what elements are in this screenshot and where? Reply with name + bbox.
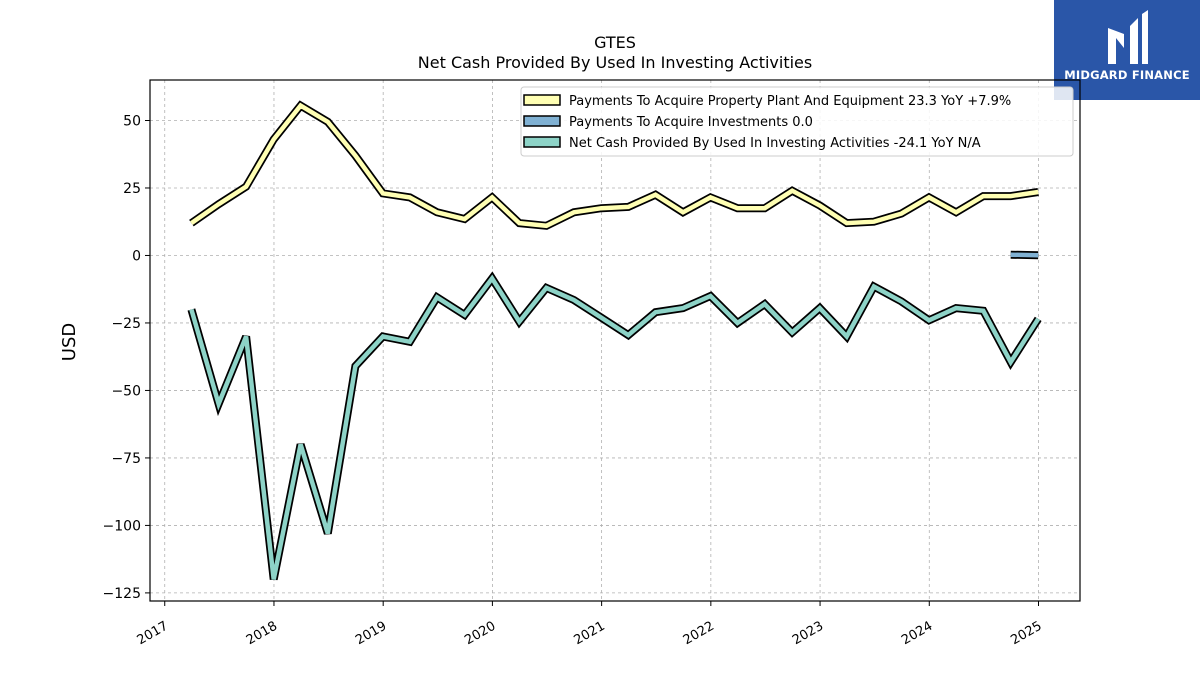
x-tick-label: 2025 — [1008, 619, 1044, 649]
legend-label: Net Cash Provided By Used In Investing A… — [569, 136, 981, 151]
legend-swatch — [523, 94, 561, 106]
x-tick-label: 2023 — [790, 619, 826, 649]
y-tick-label: −100 — [103, 518, 141, 534]
legend-swatch — [523, 136, 561, 148]
y-tick-label: −75 — [111, 451, 141, 467]
series-layer — [187, 100, 1042, 581]
chart-title: GTES — [594, 33, 636, 52]
y-axis-label: USD — [59, 323, 80, 361]
x-tick-label: 2024 — [899, 619, 935, 649]
y-tick-label: −125 — [103, 586, 141, 602]
legend-box — [520, 86, 1074, 157]
legend-label: Payments To Acquire Property Plant And E… — [569, 94, 1011, 109]
legend: Payments To Acquire Property Plant And E… — [520, 86, 1074, 157]
midgard-finance-logo: MIDGARD FINANCE — [1054, 0, 1200, 100]
y-tick-label: 25 — [123, 181, 141, 197]
series-line — [189, 274, 1041, 580]
y-tick-label: −25 — [111, 316, 141, 332]
x-tick-label: 2019 — [353, 619, 389, 649]
y-tick-label: 0 — [132, 248, 141, 264]
x-tick-label: 2022 — [681, 619, 717, 649]
legend-swatch — [523, 115, 561, 127]
chart-subtitle: Net Cash Provided By Used In Investing A… — [418, 53, 812, 72]
x-tick-label: 2017 — [135, 619, 171, 649]
axes: 50 25 0 −25 −50 −75 −100 −125 2017 2018 2019 2020 20… — [103, 113, 1045, 648]
legend-label: Payments To Acquire Investments 0.0 — [569, 115, 813, 130]
plot-frame — [149, 79, 1081, 602]
brand-name: MIDGARD FINANCE — [1064, 68, 1190, 82]
y-tick-label: −50 — [111, 383, 141, 399]
series-line-outline — [187, 271, 1042, 581]
x-tick-label: 2021 — [572, 619, 608, 649]
midgard-logo-icon — [1108, 10, 1148, 64]
x-tick-label: 2020 — [462, 619, 498, 649]
y-tick-label: 50 — [123, 113, 141, 129]
series-line — [1010, 252, 1039, 258]
x-tick-label: 2018 — [244, 619, 280, 649]
series-line — [190, 102, 1039, 229]
grid — [150, 80, 1080, 601]
